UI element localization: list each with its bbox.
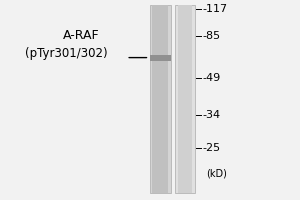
Text: -85: -85 — [202, 31, 220, 41]
Text: -49: -49 — [202, 73, 220, 83]
Bar — [175, 5, 195, 193]
Bar — [178, 5, 192, 193]
Bar — [152, 5, 168, 193]
Bar — [150, 55, 171, 61]
Text: -34: -34 — [202, 110, 220, 120]
Text: (kD): (kD) — [206, 169, 227, 179]
Text: -117: -117 — [202, 4, 227, 14]
Text: -25: -25 — [202, 143, 220, 153]
Text: A-RAF: A-RAF — [63, 29, 100, 42]
Text: (pTyr301/302): (pTyr301/302) — [26, 47, 108, 60]
Bar — [150, 5, 171, 193]
